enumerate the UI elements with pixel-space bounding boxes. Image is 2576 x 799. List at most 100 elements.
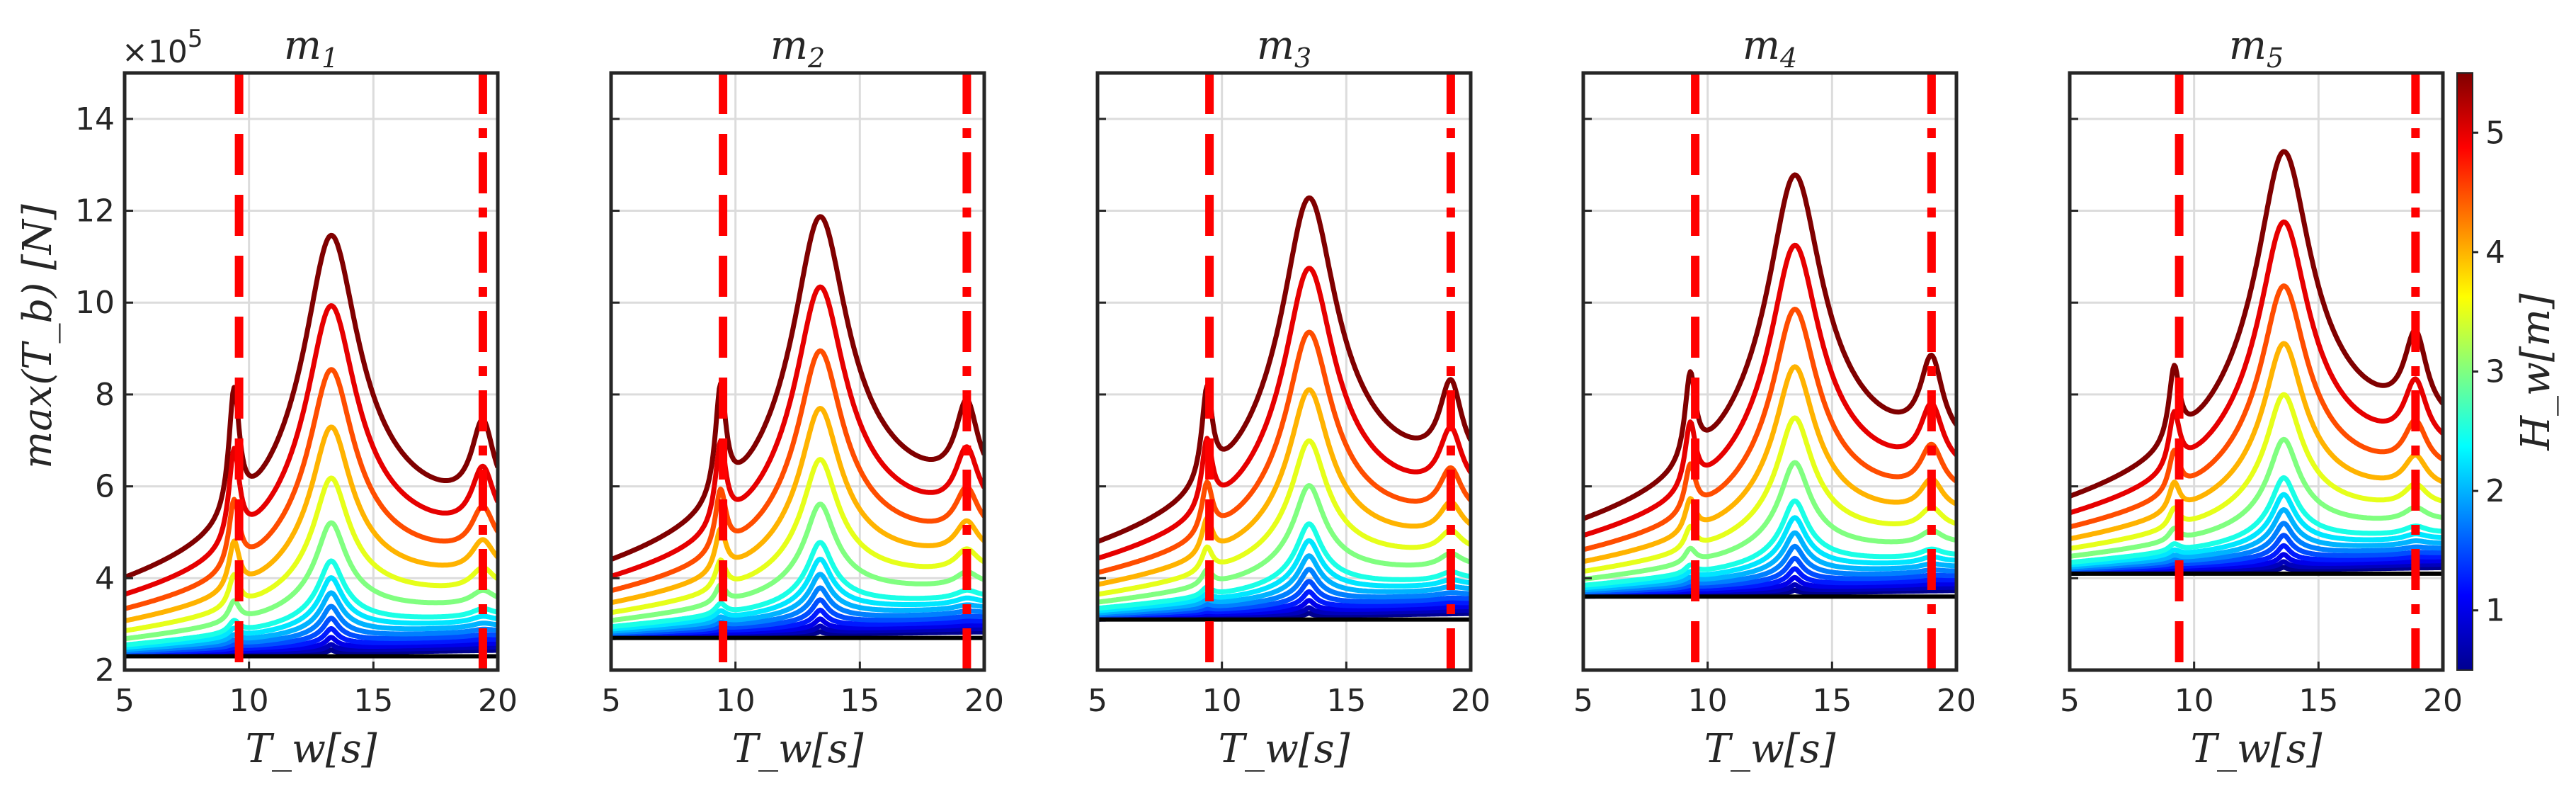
y-multiplier: ×105	[122, 25, 203, 70]
x-axis-label: T_w[s]	[2191, 726, 2323, 772]
axes-frame	[1581, 71, 1959, 672]
y-tick-label: 10	[75, 285, 115, 321]
series-line-hw-12	[1583, 307, 1956, 552]
axes-frame	[2068, 71, 2445, 672]
series-line-hw-10	[2070, 392, 2443, 551]
x-tick-label: 15	[1326, 683, 1366, 719]
series-line-hw-5	[125, 604, 498, 654]
series-line-hw-7	[1098, 538, 1471, 613]
series-line-hw-8	[611, 540, 984, 630]
series-line-hw-13	[2070, 219, 2443, 516]
colorbar-tick-label: 1	[2485, 593, 2505, 629]
x-tick-label: 15	[840, 683, 879, 719]
series-line-hw-8	[125, 558, 498, 647]
series-line-hw-5	[2070, 521, 2443, 572]
y-tick-label: 8	[95, 377, 115, 413]
series-line-hw-9	[611, 502, 984, 623]
subplot-title: m2	[770, 23, 825, 74]
series-line-hw-11	[1583, 364, 1956, 565]
x-tick-label: 15	[1812, 683, 1852, 719]
subplot-title-sub: 2	[807, 42, 825, 74]
subplot-title-main: m	[770, 23, 808, 69]
series-line-hw-12	[125, 367, 498, 611]
subplot-title-main: m	[2229, 23, 2267, 69]
series-line-hw-13	[1583, 242, 1956, 538]
x-tick-label: 10	[1202, 683, 1242, 719]
series-line-hw-6	[1098, 553, 1471, 616]
subplot-title-sub: 5	[2267, 42, 2284, 74]
x-tick-label: 15	[353, 683, 393, 719]
series-line-hw-13	[125, 303, 498, 597]
axes-frame	[122, 71, 500, 672]
subplot-title: m3	[1257, 23, 1311, 74]
y-tick-label: 6	[95, 469, 115, 505]
colorbar-tick-label: 5	[2485, 115, 2505, 151]
series-line-hw-7	[1583, 515, 1956, 591]
series-line-hw-6	[611, 572, 984, 634]
series-line-hw-7	[125, 575, 498, 650]
x-tick-label: 10	[1688, 683, 1728, 719]
subplot-title-sub: 4	[1779, 42, 1797, 74]
subplot-3: 5 10 15 20 m3 T_w[s]	[1088, 23, 1491, 772]
colorbar-ticks: 1 2 3 4 5	[2473, 115, 2505, 629]
x-tick-label: 10	[2175, 683, 2214, 719]
series-group	[1098, 195, 1471, 622]
subplot-title-main: m	[1257, 23, 1294, 69]
x-tick-label: 20	[964, 683, 1004, 719]
series-line-hw-5	[1098, 567, 1471, 618]
x-tick-label: 20	[1451, 683, 1491, 719]
colorbar-gradient	[2456, 72, 2473, 671]
colorbar-label: H_w[m]	[2513, 293, 2559, 451]
series-line-hw-13	[1098, 266, 1471, 561]
series-line-hw-9	[125, 520, 498, 642]
series-line-hw-10	[1583, 415, 1956, 574]
x-tick-label: 5	[1088, 683, 1107, 719]
y-multiplier-base: ×10	[122, 34, 188, 70]
series-line-hw-12	[2070, 283, 2443, 530]
colorbar-tick-label: 3	[2485, 354, 2505, 390]
x-axis-label: T_w[s]	[246, 726, 377, 772]
series-line-hw-11	[125, 424, 498, 623]
y-tick-label: 14	[75, 101, 115, 137]
x-tick-label: 10	[716, 683, 756, 719]
subplot-4: 5 10 15 20 m4 T_w[s]	[1573, 23, 1976, 772]
x-tick-label: 5	[2060, 683, 2080, 719]
x-axis-label: T_w[s]	[1704, 726, 1836, 772]
subplot-title-main: m	[1743, 23, 1780, 69]
series-line-hw-8	[1583, 498, 1956, 588]
x-axis-label: T_w[s]	[732, 726, 864, 772]
series-line-hw-12	[611, 348, 984, 594]
subplot-2: 5 10 15 20 m2 T_w[s]	[601, 23, 1004, 772]
subplot-title-main: m	[284, 23, 321, 69]
series-line-hw-5	[611, 585, 984, 636]
axes-frame	[1095, 71, 1473, 672]
series-group	[611, 214, 984, 640]
x-tick-label: 20	[478, 683, 518, 719]
subplot-title-sub: 1	[321, 42, 338, 74]
series-line-hw-6	[1583, 530, 1956, 593]
colorbar-tick-label: 2	[2485, 473, 2505, 509]
series-line-hw-10	[611, 457, 984, 616]
y-tick-label: 2	[95, 652, 115, 688]
y-axis-label: max(T_b) [N]	[15, 204, 61, 469]
colorbar: 1 2 3 4 5 H_w[m]	[2456, 72, 2559, 671]
x-tick-label: 5	[601, 683, 621, 719]
series-line-hw-6	[125, 590, 498, 652]
series-line-hw-6	[2070, 507, 2443, 570]
series-group	[125, 232, 498, 659]
subplot-title: m5	[2229, 23, 2284, 74]
series-line-hw-9	[1098, 483, 1471, 605]
series-line-hw-14	[611, 214, 984, 562]
colorbar-tick-label: 4	[2485, 234, 2505, 271]
series-line-hw-14	[2070, 149, 2443, 499]
series-line-hw-14	[1098, 195, 1471, 544]
y-tick-label: 4	[95, 560, 115, 596]
series-line-hw-14	[125, 232, 498, 580]
colorbar-label-text: H_w[m]	[2513, 293, 2559, 451]
series-group	[1583, 172, 1956, 599]
series-line-hw-9	[1583, 460, 1956, 582]
subplot-title: m1	[284, 23, 338, 74]
